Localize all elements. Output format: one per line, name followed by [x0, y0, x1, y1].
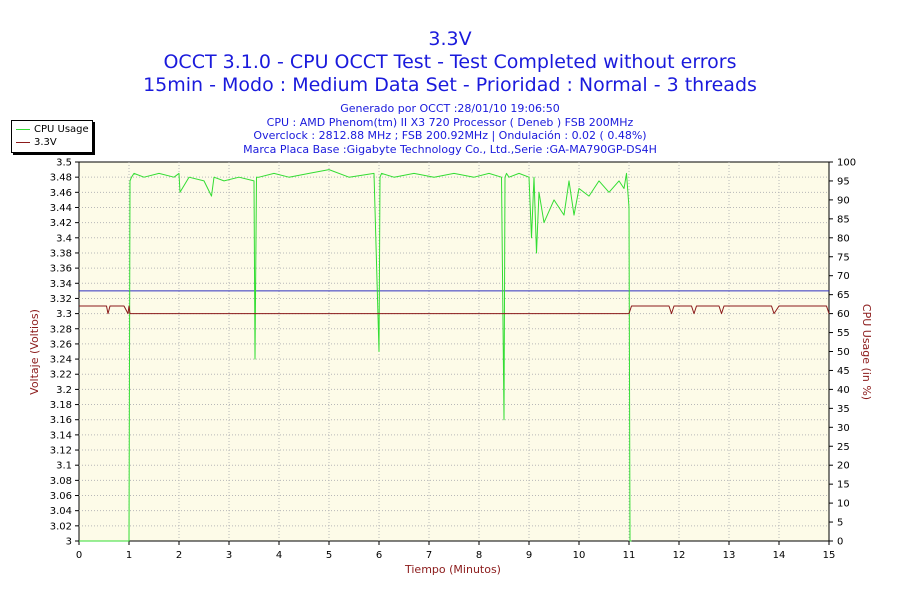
y2-tick-label: 70 [837, 271, 850, 282]
y-tick-label: 3.18 [50, 400, 72, 411]
series-line-3v3 [79, 305, 830, 315]
x-tick-label: 9 [526, 550, 532, 561]
y-tick-label: 3.44 [50, 203, 72, 214]
y2-tick-label: 75 [837, 252, 850, 263]
x-tick-label: 15 [823, 550, 836, 561]
y2-tick-label: 0 [837, 537, 843, 548]
info-line-cpu: CPU : AMD Phenom(tm) II X3 720 Processor… [266, 115, 634, 129]
y2-tick-label: 15 [837, 480, 850, 491]
x-tick-label: 3 [226, 550, 232, 561]
x-tick-label: 2 [176, 550, 182, 561]
legend-swatch-3v3 [16, 141, 30, 143]
y-tick-label: 3.1 [56, 461, 72, 472]
legend-entry-3v3: 3.3V [16, 137, 57, 149]
x-tick-label: 8 [476, 550, 482, 561]
chart-series [79, 169, 830, 542]
y2-tick-label: 40 [837, 385, 850, 396]
y2-tick-label: 30 [837, 423, 850, 434]
chart-title-block: 3.3V OCCT 3.1.0 - CPU OCCT Test - Test C… [0, 27, 900, 97]
y-tick-label: 3.14 [50, 430, 72, 441]
y2-tick-label: 35 [837, 404, 850, 415]
chart-subtitle-1: OCCT 3.1.0 - CPU OCCT Test - Test Comple… [163, 51, 737, 73]
info-line-generated: Generado por OCCT :28/01/10 19:06:50 [340, 102, 560, 115]
y-tick-label: 3.16 [50, 415, 72, 426]
y2-tick-label: 95 [837, 176, 850, 187]
legend-label-3v3: 3.3V [34, 137, 57, 148]
y2-tick-label: 20 [837, 461, 850, 472]
y2-tick-label: 45 [837, 366, 850, 377]
y-tick-label: 3.46 [50, 188, 72, 199]
chart-info-block: Generado por OCCT :28/01/10 19:06:50 CPU… [0, 102, 900, 156]
y2-tick-label: 80 [837, 233, 850, 244]
legend-label-cpu-usage: CPU Usage [34, 124, 89, 135]
y-tick-label: 3.32 [50, 294, 72, 305]
plot-frame [78, 161, 830, 542]
y2-tick-label: 90 [837, 195, 850, 206]
x-tick-label: 0 [76, 550, 82, 561]
x-axis-label: Tiempo (Minutos) [404, 563, 501, 576]
y-tick-label: 3.24 [50, 355, 72, 366]
y-tick-label: 3.3 [56, 309, 72, 320]
y2-axis-ticks: 0 5 10 15 20 25 30 35 40 45 50 55 60 65 70 75 80 85 90 95 10… [829, 158, 856, 548]
y2-tick-label: 10 [837, 499, 850, 510]
y-tick-label: 3.04 [50, 506, 72, 517]
series-line-cpu-usage [79, 169, 632, 542]
y2-tick-label: 65 [837, 290, 850, 301]
y-tick-label: 3.12 [50, 446, 72, 457]
x-tick-label: 4 [276, 550, 282, 561]
y2-tick-label: 50 [837, 347, 850, 358]
y2-tick-label: 55 [837, 328, 850, 339]
x-tick-label: 7 [426, 550, 432, 561]
y2-tick-label: 85 [837, 214, 850, 225]
y2-tick-label: 25 [837, 442, 850, 453]
x-tick-label: 1 [126, 550, 132, 561]
y2-tick-label: 60 [837, 309, 850, 320]
x-tick-label: 6 [376, 550, 382, 561]
legend-swatch-cpu-usage [16, 128, 30, 130]
x-tick-label: 14 [773, 550, 786, 561]
y-tick-label: 3.2 [56, 385, 72, 396]
y-tick-label: 3.5 [56, 158, 72, 169]
y-tick-label: 3.48 [50, 173, 72, 184]
x-axis-ticks: 0 1 2 3 4 5 6 7 8 9 10 11 12 13 14 15 [76, 541, 836, 561]
y-tick-label: 3.38 [50, 248, 72, 259]
y-tick-label: 3 [66, 537, 72, 548]
y-tick-label: 3.42 [50, 218, 72, 229]
x-tick-label: 13 [723, 550, 736, 561]
y-tick-label: 3.06 [50, 491, 72, 502]
y-tick-label: 3.34 [50, 279, 72, 290]
y-tick-label: 3.36 [50, 264, 72, 275]
y-tick-label: 3.02 [50, 521, 72, 532]
y-tick-label: 3.08 [50, 476, 72, 487]
x-tick-label: 5 [326, 550, 332, 561]
y-tick-label: 3.28 [50, 324, 72, 335]
y2-axis-label: CPU Usage (in %) [860, 304, 873, 400]
chart-subtitle-2: 15min - Modo : Medium Data Set - Priorid… [143, 74, 757, 96]
chart-title: 3.3V [428, 28, 472, 50]
info-line-overclock: Overclock : 2812.88 MHz ; FSB 200.92MHz … [253, 129, 647, 142]
y-tick-label: 3.26 [50, 339, 72, 350]
x-tick-label: 10 [573, 550, 586, 561]
y2-tick-label: 5 [837, 518, 843, 529]
y2-tick-label: 100 [837, 158, 856, 169]
y-axis-ticks: 3 3.02 3.04 3.06 3.08 3.1 3.12 3.14 3.16 3.18 3.2 3… [50, 158, 79, 548]
chart-legend: CPU Usage 3.3V [11, 120, 93, 153]
y-tick-label: 3.22 [50, 370, 72, 381]
legend-entry-cpu-usage: CPU Usage [16, 124, 89, 136]
info-line-motherboard: Marca Placa Base :Gigabyte Technology Co… [243, 142, 657, 156]
plot-area [78, 161, 830, 542]
x-tick-label: 12 [673, 550, 686, 561]
y-axis-label: Voltaje (Voltios) [28, 309, 41, 395]
y-tick-label: 3.4 [56, 233, 72, 244]
x-tick-label: 11 [623, 550, 636, 561]
